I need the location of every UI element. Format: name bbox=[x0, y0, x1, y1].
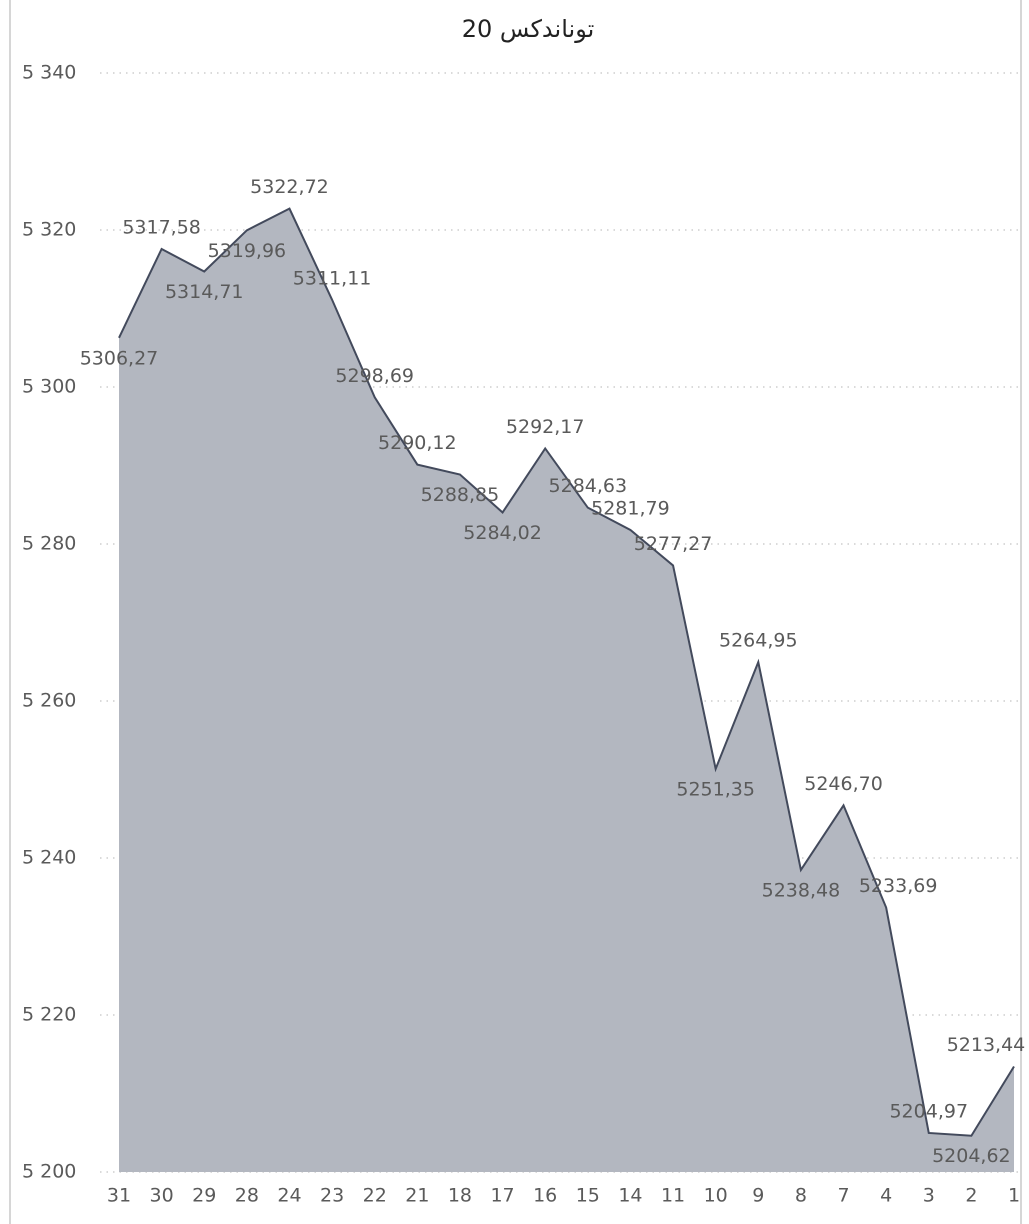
data-label: 5314,71 bbox=[165, 281, 244, 303]
x-tick-label: 2 bbox=[965, 1185, 977, 1207]
x-tick-label: 29 bbox=[192, 1185, 216, 1207]
x-tick-label: 9 bbox=[752, 1185, 764, 1207]
x-tick-label: 15 bbox=[576, 1185, 600, 1207]
data-label: 5322,72 bbox=[250, 176, 329, 198]
data-label: 5284,63 bbox=[549, 475, 628, 497]
data-label: 5204,97 bbox=[889, 1100, 968, 1122]
y-tick-label: 5 300 bbox=[22, 376, 76, 398]
data-label: 5264,95 bbox=[719, 630, 798, 652]
y-tick-label: 5 200 bbox=[22, 1161, 76, 1183]
x-tick-label: 31 bbox=[107, 1185, 131, 1207]
x-tick-label: 14 bbox=[618, 1185, 642, 1207]
y-tick-label: 5 220 bbox=[22, 1004, 76, 1026]
data-label: 5251,35 bbox=[676, 778, 755, 800]
area-line bbox=[118, 207, 1015, 1137]
data-label: 5213,44 bbox=[947, 1034, 1026, 1056]
x-tick-label: 7 bbox=[837, 1185, 849, 1207]
x-tick-label: 11 bbox=[661, 1185, 685, 1207]
data-label: 5306,27 bbox=[80, 347, 159, 369]
data-label: 5277,27 bbox=[634, 533, 713, 555]
data-label: 5317,58 bbox=[122, 216, 201, 238]
x-tick-label: 21 bbox=[405, 1185, 429, 1207]
data-label: 5311,11 bbox=[293, 267, 372, 289]
data-label: 5233,69 bbox=[859, 875, 938, 897]
x-tick-label: 30 bbox=[150, 1185, 174, 1207]
data-label: 5281,79 bbox=[591, 497, 670, 519]
x-tick-label: 16 bbox=[533, 1185, 557, 1207]
x-tick-label: 17 bbox=[490, 1185, 514, 1207]
x-tick-label: 22 bbox=[363, 1185, 387, 1207]
y-tick-label: 5 340 bbox=[22, 62, 76, 84]
x-tick-label: 1 bbox=[1008, 1185, 1020, 1207]
x-tick-label: 10 bbox=[704, 1185, 728, 1207]
x-tick-label: 28 bbox=[235, 1185, 259, 1207]
data-label: 5204,62 bbox=[932, 1145, 1011, 1167]
y-tick-label: 5 320 bbox=[22, 219, 76, 241]
data-label: 5292,17 bbox=[506, 416, 585, 438]
x-tick-label: 18 bbox=[448, 1185, 472, 1207]
data-label: 5298,69 bbox=[335, 365, 414, 387]
data-label: 5288,85 bbox=[421, 484, 500, 506]
data-label: 5290,12 bbox=[378, 432, 457, 454]
chart-title: توناندكس 20 bbox=[462, 15, 595, 43]
data-label: 5246,70 bbox=[804, 773, 883, 795]
data-label: 5319,96 bbox=[208, 240, 287, 262]
frame bbox=[9, 0, 1022, 1224]
y-tick-label: 5 240 bbox=[22, 847, 76, 869]
x-tick-label: 24 bbox=[277, 1185, 301, 1207]
area-fill bbox=[119, 208, 1014, 1172]
x-tick-label: 4 bbox=[880, 1185, 892, 1207]
x-tick-label: 23 bbox=[320, 1185, 344, 1207]
data-label: 5284,02 bbox=[463, 522, 542, 544]
y-tick-label: 5 260 bbox=[22, 690, 76, 712]
x-tick-label: 8 bbox=[795, 1185, 807, 1207]
x-tick-label: 3 bbox=[923, 1185, 935, 1207]
data-label: 5238,48 bbox=[762, 879, 841, 901]
y-tick-label: 5 280 bbox=[22, 533, 76, 555]
